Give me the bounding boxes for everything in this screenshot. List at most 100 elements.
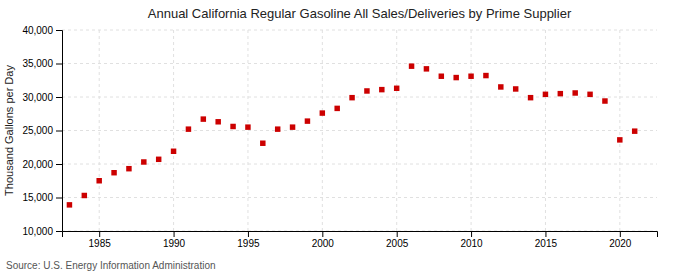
chart: 1985 1990 1995 2000 2005 2010 2015 2020 10,000 15… xyxy=(0,0,675,275)
y-tick: 40,000 xyxy=(22,25,62,36)
x-tick-mark xyxy=(248,231,249,237)
grid-line-x xyxy=(545,30,546,231)
x-tick: 1985 xyxy=(89,231,112,249)
x-tick-label: 2000 xyxy=(312,238,335,249)
point xyxy=(543,92,548,97)
point xyxy=(156,157,161,162)
point xyxy=(483,73,488,78)
point xyxy=(349,95,354,100)
y-tick-label: 15,000 xyxy=(22,192,53,203)
x-tick: 1990 xyxy=(163,231,186,249)
title: Annual California Regular Gasoline All S… xyxy=(148,6,572,21)
y-tick: 30,000 xyxy=(22,92,62,103)
x-tick-mark xyxy=(397,231,398,237)
point xyxy=(364,88,369,93)
x-tick-mark xyxy=(545,231,546,237)
x-tick-label: 2005 xyxy=(386,238,409,249)
y-tick-mark xyxy=(56,131,62,132)
point xyxy=(260,140,265,145)
point xyxy=(394,86,399,91)
point xyxy=(171,149,176,154)
x-tick: 1995 xyxy=(237,231,260,249)
x-tick-label: 1990 xyxy=(163,238,186,249)
point xyxy=(96,178,101,183)
y-tick: 15,000 xyxy=(22,192,62,203)
point xyxy=(245,124,250,129)
x-tick-mark xyxy=(174,231,175,237)
x-tick-label: 2015 xyxy=(535,238,558,249)
x-tick: 2010 xyxy=(460,231,483,249)
points xyxy=(67,63,638,207)
x-tick-mark xyxy=(99,231,100,237)
y-tick-mark xyxy=(56,64,62,65)
x-tick-label: 1985 xyxy=(89,238,112,249)
point xyxy=(453,75,458,80)
point xyxy=(320,110,325,115)
y-tick: 25,000 xyxy=(22,125,62,136)
x-tick: 2020 xyxy=(609,231,632,249)
x-tick-mark xyxy=(471,231,472,237)
plot: 1985 1990 1995 2000 2005 2010 2015 2020 10,000 15… xyxy=(22,25,657,249)
grid-line-x xyxy=(173,30,174,231)
x-tick-mark xyxy=(620,231,621,237)
y-tick-label: 40,000 xyxy=(22,25,53,36)
point xyxy=(126,166,131,171)
y-tick-label: 35,000 xyxy=(22,58,53,69)
point xyxy=(230,124,235,129)
y-tick-label: 25,000 xyxy=(22,125,53,136)
x-tick-label: 2010 xyxy=(460,238,483,249)
point xyxy=(528,95,533,100)
y-tick-label: 10,000 xyxy=(22,226,53,237)
y-axis-line xyxy=(56,31,63,232)
grid-line-y xyxy=(62,63,657,64)
point xyxy=(201,116,206,121)
point xyxy=(379,87,384,92)
y-tick-label: 20,000 xyxy=(22,159,53,170)
annotation: Source: U.S. Energy Information Administ… xyxy=(6,260,216,271)
x-tick: 2000 xyxy=(312,231,335,249)
point xyxy=(409,63,414,68)
y-tick-mark xyxy=(56,231,62,232)
point xyxy=(334,106,339,111)
point xyxy=(468,73,473,78)
point xyxy=(498,84,503,89)
point xyxy=(572,90,577,95)
y-tick: 20,000 xyxy=(22,159,62,170)
x-tick: 2015 xyxy=(535,231,558,249)
point xyxy=(82,193,87,198)
y-axis-title: Thousand Gallons per Day xyxy=(3,65,15,196)
point xyxy=(617,137,622,142)
point xyxy=(290,124,295,129)
x-axis: 1985 1990 1995 2000 2005 2010 2015 2020 xyxy=(63,231,658,249)
grid-line-y xyxy=(62,164,657,165)
grid-line-y xyxy=(62,97,657,98)
y-tick-mark xyxy=(56,198,62,199)
y-axis: 10,000 15,000 20,000 25,000 30,000 35,000 40,0… xyxy=(22,25,62,237)
y-tick: 35,000 xyxy=(22,58,62,69)
point xyxy=(111,170,116,175)
point xyxy=(587,92,592,97)
point xyxy=(439,73,444,78)
point xyxy=(275,126,280,131)
point xyxy=(632,128,637,133)
point xyxy=(215,119,220,124)
point xyxy=(186,126,191,131)
grid xyxy=(62,30,657,231)
y-tick: 10,000 xyxy=(22,226,62,237)
grid-line-y xyxy=(62,30,657,31)
y-tick-mark xyxy=(56,97,62,98)
point xyxy=(602,98,607,103)
point xyxy=(558,91,563,96)
grid-line-y xyxy=(62,197,657,198)
point xyxy=(141,159,146,164)
point xyxy=(513,86,518,91)
x-tick-mark xyxy=(322,231,323,237)
x-tick-label: 1995 xyxy=(237,238,260,249)
grid-line-y xyxy=(62,130,657,131)
point xyxy=(424,66,429,71)
grid-line-x xyxy=(396,30,397,231)
y-tick-mark xyxy=(56,164,62,165)
x-tick-label: 2020 xyxy=(609,238,632,249)
point xyxy=(305,118,310,123)
x-axis-line xyxy=(63,232,658,238)
